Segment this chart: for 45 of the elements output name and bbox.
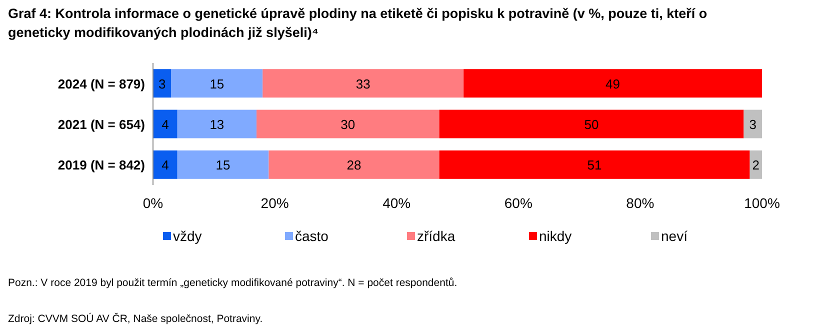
bar (439, 150, 750, 179)
data-label: 2 (752, 158, 760, 173)
data-label: 4 (162, 117, 169, 132)
bar (177, 110, 257, 138)
x-tick-label: 100% (744, 195, 780, 211)
data-label: 51 (587, 158, 602, 173)
bar (268, 150, 440, 179)
legend-label: nikdy (539, 228, 572, 244)
bar (256, 110, 440, 138)
legend-label: neví (661, 228, 688, 244)
data-label: 13 (210, 117, 224, 132)
bar (744, 110, 762, 138)
bar (439, 110, 744, 138)
data-label: 15 (210, 76, 224, 92)
data-label: 50 (584, 117, 599, 132)
data-label: 30 (340, 117, 356, 132)
data-label: 33 (356, 76, 370, 92)
legend-label: zřídka (417, 228, 456, 244)
bar (171, 69, 263, 98)
bar (464, 69, 762, 98)
data-label: 15 (216, 158, 230, 173)
data-label: 3 (158, 76, 166, 92)
x-tick-label: 20% (260, 195, 289, 211)
bar (262, 69, 464, 98)
x-tick-label: 40% (382, 195, 411, 211)
x-tick-label: 0% (142, 195, 164, 211)
text: Pozn.: V roce 2019 byl použit termín „geneticky modifikované potraviny“. N = počet respondentů. (8, 277, 458, 289)
bar (153, 110, 178, 138)
data-label: 28 (346, 158, 362, 173)
y-tick-label: 2021 (N = 654) (58, 117, 145, 132)
x-tick-label: 80% (626, 195, 654, 211)
legend-label: často (295, 228, 329, 244)
x-tick-label: 60% (504, 195, 532, 211)
chart-title: Graf 4: Kontrola informace o genetické úpravě plodiny na etiketě či popisku k potravině (v %, pouze ti, kteří o geneticky modifikovaných plodinách již slyšeli)⁴ (8, 6, 708, 40)
data-label: 3 (749, 117, 756, 132)
bar (750, 150, 762, 179)
bar (153, 150, 178, 179)
data-label: 4 (162, 158, 169, 173)
legend-label: vždy (173, 228, 202, 244)
bar (177, 150, 269, 179)
bar (153, 69, 172, 98)
y-tick-label: 2019 (N = 842) (58, 158, 145, 173)
text: Zdroj: CVVM SOÚ AV ČR, Naše společnost, Potraviny. (8, 312, 263, 325)
data-label: 49 (606, 76, 620, 92)
y-tick-label: 2024 (N = 879) (58, 76, 145, 92)
